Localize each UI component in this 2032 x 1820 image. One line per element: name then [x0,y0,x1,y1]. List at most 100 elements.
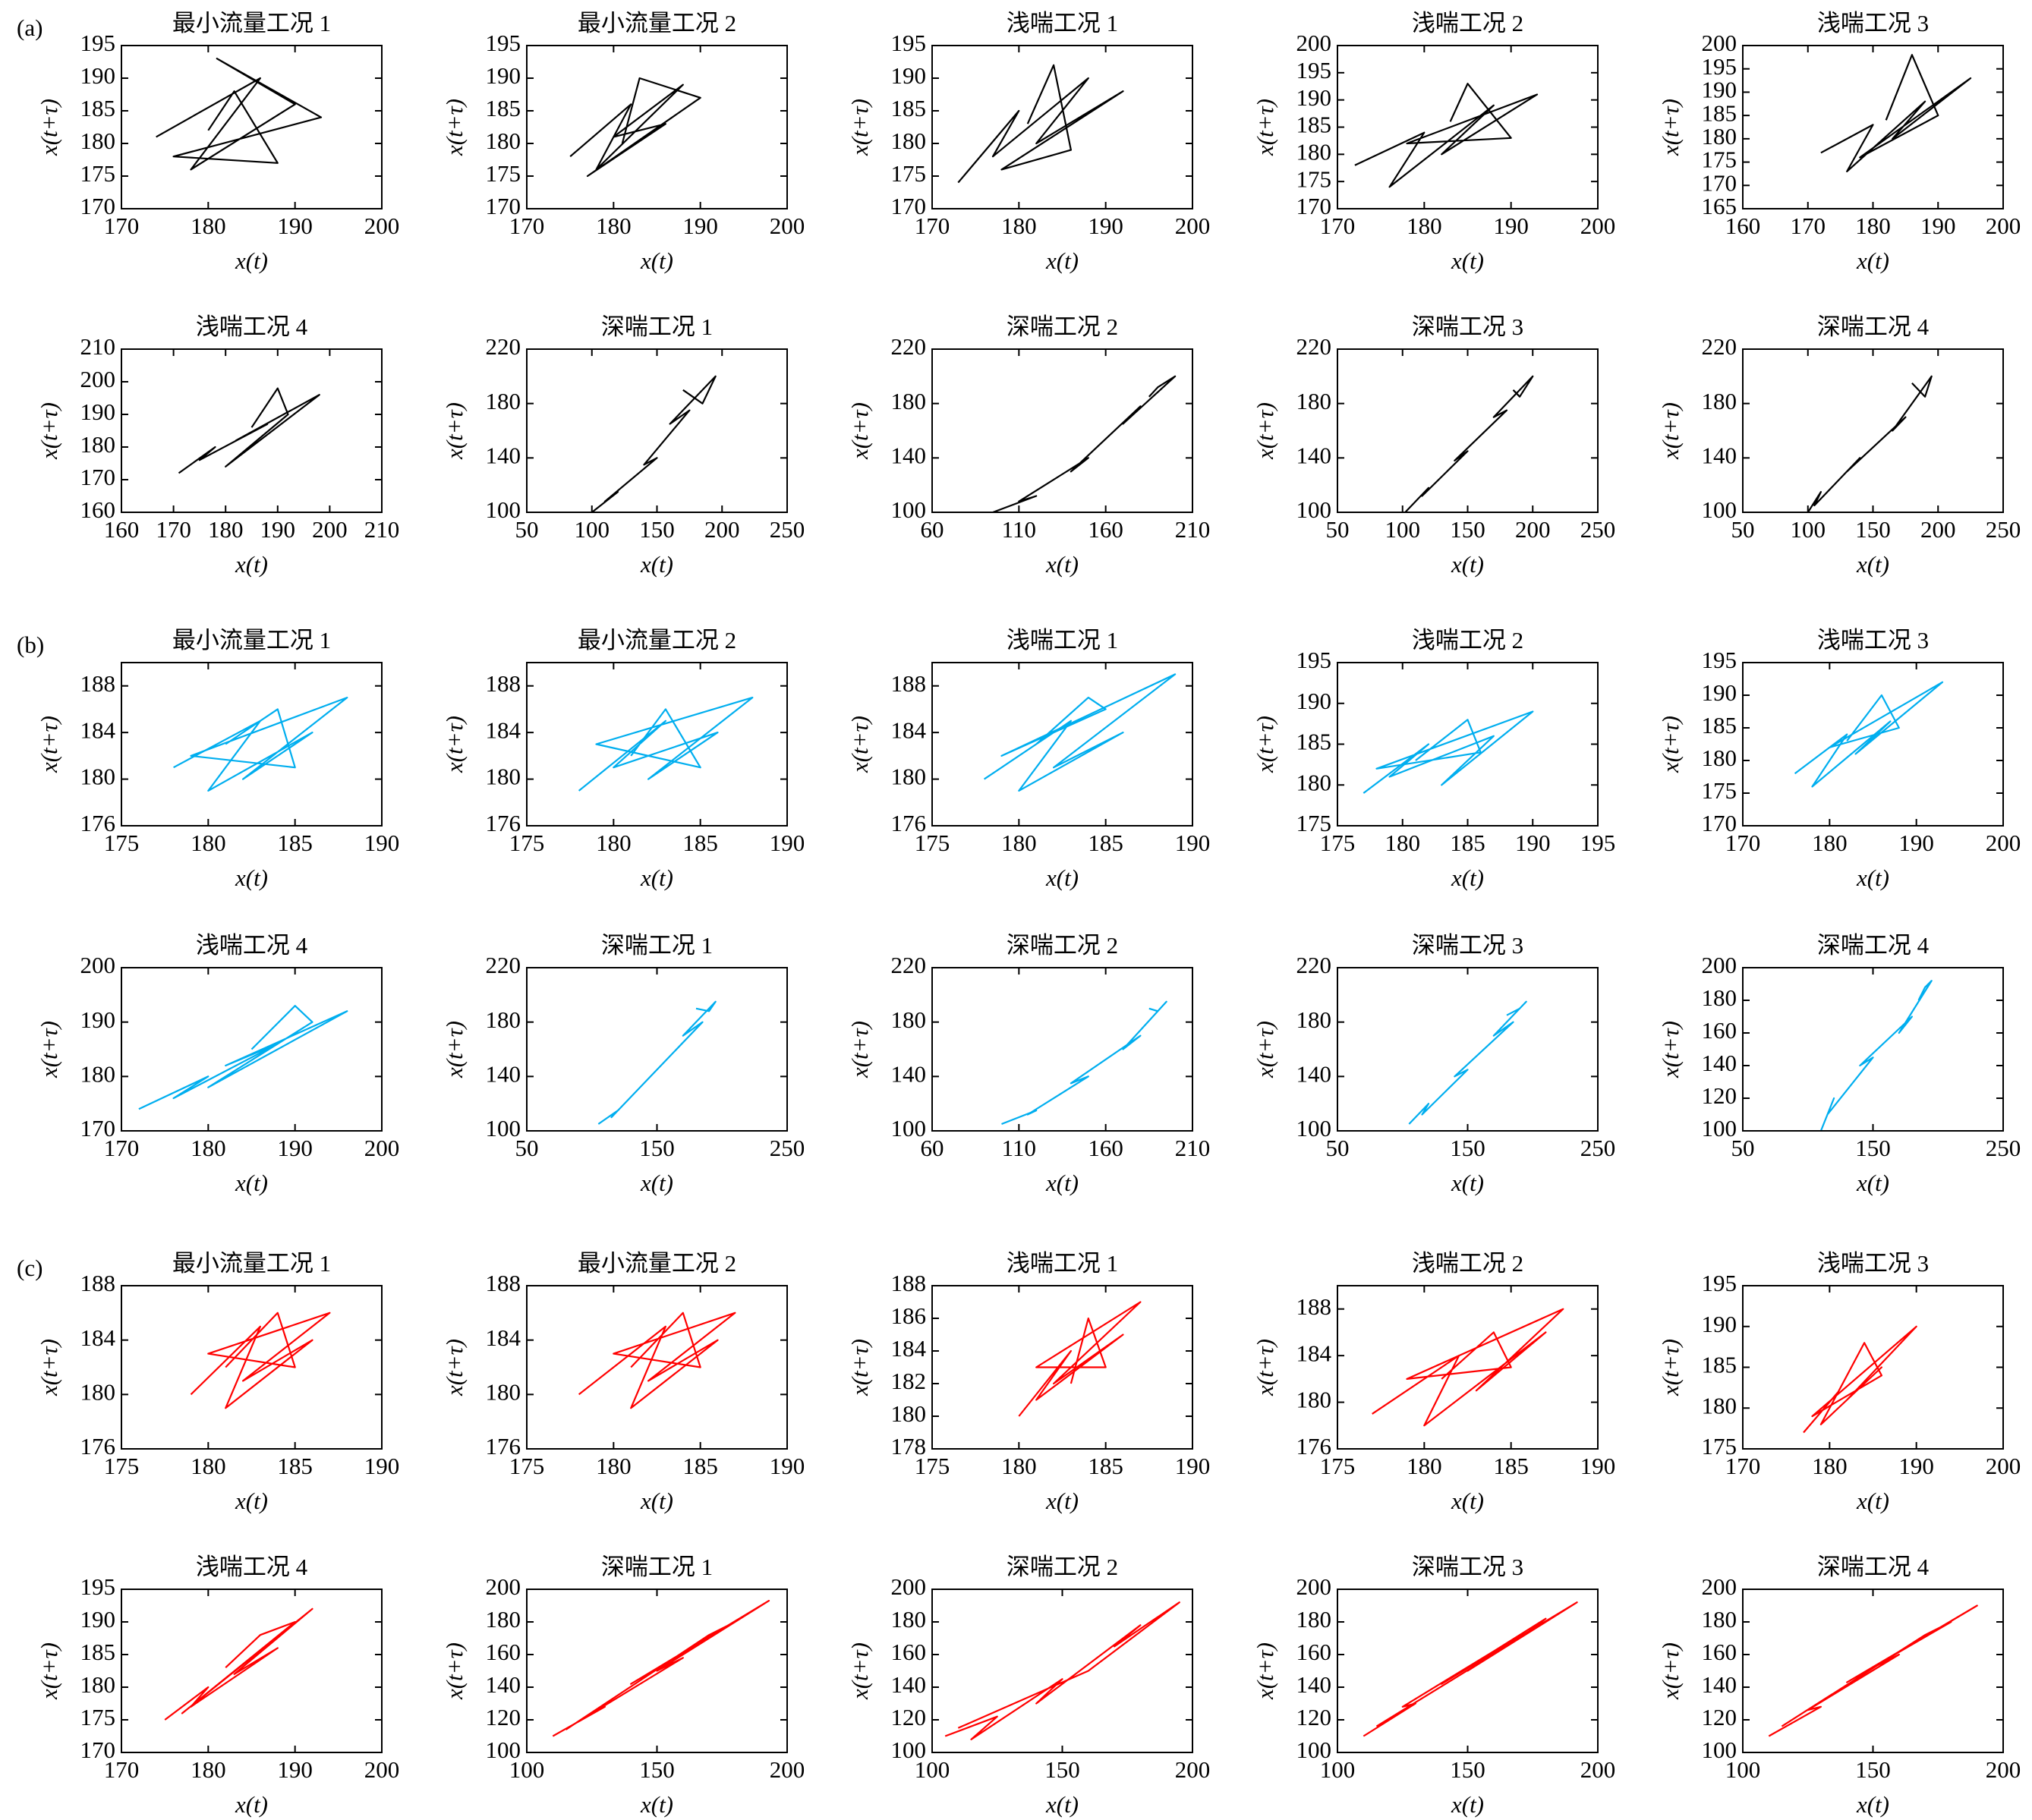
x-tick-label: 190 [770,830,805,856]
y-tick-label: 180 [891,128,927,154]
y-tick-label: 190 [486,62,521,89]
y-tick-label: 180 [80,764,116,790]
trajectory [992,375,1177,512]
y-tick-label: 188 [486,1270,521,1296]
y-tick-label: 190 [1296,688,1332,714]
y-axis-label: x(t+τ) [1252,716,1278,773]
x-axis-label: x(t) [1856,1791,1889,1818]
subplot-title: 深喘工况 2 [1007,1554,1118,1580]
trajectory [156,58,323,171]
panel-label: (c) [17,1255,43,1281]
y-tick-label: 184 [80,1324,116,1351]
y-tick-label: 180 [1296,1006,1332,1033]
y-tick-label: 210 [80,333,116,360]
x-tick-label: 200 [1515,516,1551,543]
x-tick-label: 170 [915,213,950,239]
x-tick-label: 180 [1001,830,1037,856]
x-axis-label: x(t) [1045,864,1079,891]
plot-frame [931,662,1193,827]
x-tick-label: 190 [682,213,718,239]
x-tick-label: 150 [1450,1135,1485,1161]
x-axis-label: x(t) [1045,247,1079,274]
x-tick-label: 170 [104,1135,140,1161]
y-tick-label: 180 [486,764,521,790]
y-tick-label: 160 [1702,1639,1737,1665]
x-axis-label: x(t) [1451,247,1484,274]
subplot-title: 最小流量工况 2 [578,627,736,653]
y-tick-label: 180 [891,764,927,790]
y-tick-label: 140 [1702,1050,1737,1076]
x-tick-label: 180 [1812,830,1848,856]
y-tick-label: 185 [1702,712,1737,738]
x-tick-label: 200 [364,1756,400,1783]
x-axis-label: x(t) [640,247,673,274]
y-axis-label: x(t+τ) [36,402,62,460]
trajectory [1820,54,1972,172]
plot-frame [526,967,788,1132]
y-tick-label: 185 [1702,99,1737,126]
trajectory [1363,710,1534,794]
plot-frame [1337,45,1599,209]
y-tick-label: 175 [1702,1433,1737,1459]
y-tick-label: 182 [891,1368,927,1394]
trajectory [591,375,717,512]
x-tick-label: 250 [1580,1135,1616,1161]
y-tick-label: 185 [1296,112,1332,138]
x-tick-label: 150 [1855,1135,1891,1161]
y-tick-label: 190 [80,62,116,89]
x-tick-label: 150 [1450,1756,1485,1783]
x-axis-label: x(t) [235,247,268,274]
y-tick-label: 180 [1296,769,1332,795]
y-axis-label: x(t+τ) [1657,1339,1684,1396]
x-tick-label: 175 [915,830,950,856]
x-axis-label: x(t) [1856,864,1889,891]
subplot-title: 深喘工况 3 [1412,1554,1523,1580]
trajectory [1819,980,1933,1131]
x-tick-label: 180 [1001,213,1037,239]
y-tick-label: 100 [1702,1737,1737,1763]
y-tick-label: 140 [1296,1060,1332,1087]
y-axis-label: x(t+τ) [1657,402,1684,460]
y-tick-label: 180 [80,1060,116,1087]
y-tick-label: 190 [891,62,927,89]
y-axis-label: x(t+τ) [36,99,62,156]
x-tick-label: 190 [1898,1453,1934,1479]
y-tick-label: 180 [486,1378,521,1405]
x-tick-label: 200 [1920,516,1956,543]
y-tick-label: 180 [1296,388,1332,414]
x-tick-label: 50 [1731,1135,1755,1161]
x-tick-label: 100 [1791,516,1826,543]
x-axis-label: x(t) [1856,1488,1889,1514]
y-axis-label: x(t+τ) [846,99,873,156]
y-tick-label: 140 [891,1060,927,1087]
y-tick-label: 188 [80,1270,116,1296]
y-tick-label: 100 [486,1115,521,1141]
y-axis-label: x(t+τ) [441,716,468,773]
subplot-title: 最小流量工况 2 [578,10,736,36]
x-axis-label: x(t) [1451,1170,1484,1196]
y-tick-label: 100 [1296,1115,1332,1141]
x-tick-label: 150 [639,516,675,543]
y-tick-label: 190 [80,398,116,425]
trajectory [1372,1308,1564,1427]
y-tick-label: 180 [80,128,116,154]
x-tick-label: 210 [364,516,400,543]
subplot-title: 最小流量工况 1 [172,627,331,653]
x-tick-label: 60 [921,1135,944,1161]
x-tick-label: 200 [1580,1756,1616,1783]
subplot-title: 最小流量工况 1 [172,1250,331,1277]
plot-frame [931,348,1193,513]
y-axis-label: x(t+τ) [1657,1642,1684,1700]
y-tick-label: 175 [1296,165,1332,192]
y-tick-label: 190 [1702,1311,1737,1337]
y-tick-label: 176 [486,810,521,836]
x-axis-label: x(t) [1451,551,1484,578]
y-tick-label: 170 [80,1737,116,1763]
y-axis-label: x(t+τ) [441,402,468,460]
y-tick-label: 200 [1296,1573,1332,1600]
y-tick-label: 175 [80,1704,116,1730]
trajectory [944,1601,1180,1740]
y-axis-label: x(t+τ) [1252,99,1278,156]
y-tick-label: 185 [80,1639,116,1665]
plot-frame [121,967,383,1132]
